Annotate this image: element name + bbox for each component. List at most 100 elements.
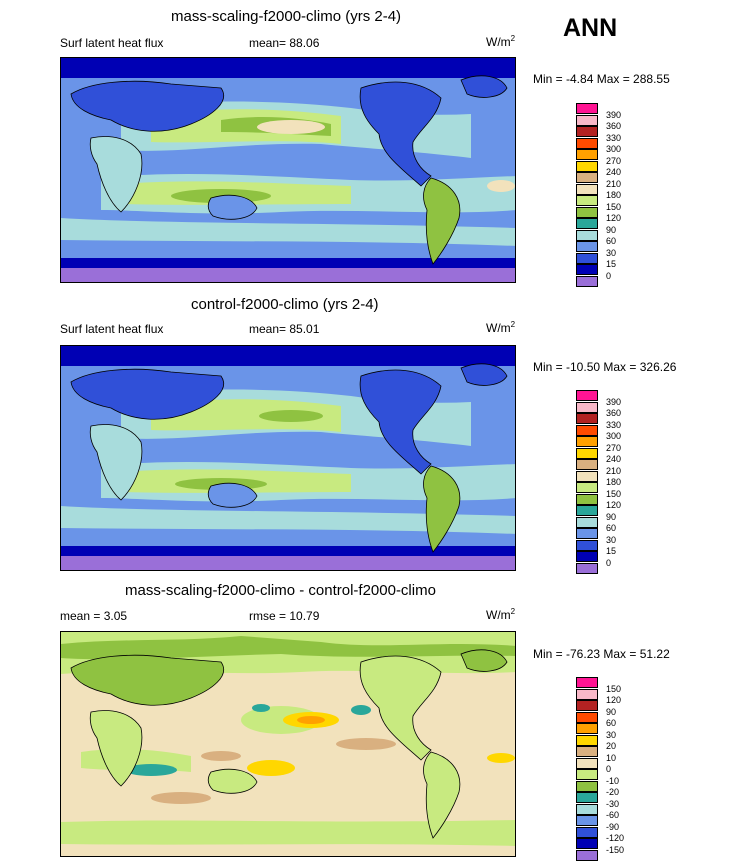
panel-2-mean: mean= 85.01: [249, 322, 320, 336]
colorbar-swatch: [576, 746, 598, 757]
colorbar-level-label: -60: [606, 810, 620, 820]
colorbar-swatch: [576, 551, 598, 562]
colorbar-swatch: [576, 838, 598, 849]
colorbar-swatch: [576, 229, 598, 241]
colorbar-level-label: -20: [606, 787, 620, 797]
panel-3-title: mass-scaling-f2000-climo - control-f2000…: [125, 582, 436, 599]
colorbar-level-label: 30: [606, 729, 617, 740]
colorbar-swatch: [576, 849, 598, 861]
colorbar-level-label: 180: [606, 477, 622, 487]
panel-1-mean: mean= 88.06: [249, 36, 320, 50]
colorbar-swatch: [576, 401, 598, 413]
colorbar-swatch: [576, 482, 598, 493]
colorbar-level-label: 240: [606, 454, 622, 464]
colorbar-level-label: 390: [606, 109, 622, 120]
colorbar-swatch: [576, 195, 598, 206]
colorbar-swatch: [576, 723, 598, 734]
panel-1-minmax: Min = -4.84 Max = 288.55: [533, 72, 670, 86]
colorbar-swatch: [576, 252, 598, 264]
colorbar-level-label: -30: [606, 798, 620, 809]
panel-3-rmse: rmse = 10.79: [249, 609, 320, 623]
colorbar-swatch: [576, 172, 598, 183]
colorbar-swatch: [576, 757, 598, 769]
colorbar-level-label: 120: [606, 695, 622, 705]
colorbar-level-label: 150: [606, 201, 622, 212]
colorbar-level-label: 330: [606, 132, 622, 143]
colorbar-swatch: [576, 137, 598, 149]
panel-1-map: [60, 57, 516, 283]
colorbar-swatch: [576, 424, 598, 436]
colorbar-swatch: [576, 711, 598, 723]
panel-2-variable-label: Surf latent heat flux: [60, 322, 164, 336]
colorbar-swatch: [576, 470, 598, 482]
colorbar-level-label: 150: [606, 683, 622, 694]
colorbar-level-label: 20: [606, 741, 617, 751]
colorbar-swatch: [576, 275, 598, 287]
colorbar-swatch: [576, 160, 598, 172]
colorbar-level-label: -150: [606, 844, 625, 855]
colorbar-swatch: [576, 218, 598, 229]
panel-1-units: W/m2: [486, 34, 516, 49]
colorbar-level-label: 390: [606, 396, 622, 407]
colorbar-swatch: [576, 390, 598, 401]
colorbar-level-label: -10: [606, 775, 620, 786]
colorbar-swatch: [576, 447, 598, 459]
colorbar-level-label: 0: [606, 764, 612, 774]
colorbar-level-label: 0: [606, 270, 612, 281]
panel-2-map: [60, 345, 516, 571]
colorbar-swatch: [576, 539, 598, 551]
colorbar-swatch: [576, 459, 598, 470]
panel-2-title: control-f2000-climo (yrs 2-4): [191, 296, 379, 313]
panel-3-mean: mean = 3.05: [60, 609, 128, 623]
colorbar-swatch: [576, 103, 598, 114]
colorbar-level-label: 330: [606, 419, 622, 430]
colorbar-swatch: [576, 493, 598, 505]
panel-1-variable-label: Surf latent heat flux: [60, 36, 164, 50]
colorbar-level-label: 90: [606, 224, 617, 235]
colorbar-swatch: [576, 241, 598, 252]
panel-1-title: mass-scaling-f2000-climo (yrs 2-4): [171, 8, 402, 25]
colorbar-swatch: [576, 780, 598, 792]
colorbar-swatch: [576, 183, 598, 195]
colorbar-level-label: 300: [606, 431, 622, 441]
colorbar-swatch: [576, 413, 598, 424]
colorbar-level-label: -120: [606, 833, 625, 843]
colorbar-level-label: 180: [606, 190, 622, 200]
colorbar-level-label: 210: [606, 465, 622, 476]
colorbar-level-label: 360: [606, 121, 622, 131]
colorbar-swatch: [576, 149, 598, 160]
colorbar-swatch: [576, 562, 598, 574]
colorbar-swatch: [576, 264, 598, 275]
colorbar-swatch: [576, 700, 598, 711]
season-label: ANN: [563, 14, 618, 42]
colorbar-swatch: [576, 734, 598, 746]
colorbar-level-label: 0: [606, 557, 612, 568]
colorbar-swatch: [576, 803, 598, 815]
colorbar-swatch: [576, 528, 598, 539]
colorbar-level-label: 210: [606, 178, 622, 189]
colorbar-level-label: 30: [606, 247, 617, 258]
colorbar-level-label: 120: [606, 213, 622, 223]
colorbar-swatch: [576, 114, 598, 126]
colorbar-swatch: [576, 677, 598, 688]
colorbar-swatch: [576, 505, 598, 516]
colorbar-level-label: 60: [606, 718, 617, 728]
colorbar-level-label: 360: [606, 408, 622, 418]
colorbar-level-label: -90: [606, 821, 620, 832]
colorbar-level-label: 15: [606, 546, 617, 556]
panel-3-minmax: Min = -76.23 Max = 51.22: [533, 647, 670, 661]
panel-2-minmax: Min = -10.50 Max = 326.26: [533, 360, 677, 374]
colorbar-level-label: 60: [606, 523, 617, 533]
colorbar-level-label: 10: [606, 752, 617, 763]
panel-3-units: W/m2: [486, 607, 516, 622]
colorbar-swatch: [576, 826, 598, 838]
colorbar-level-label: 270: [606, 442, 622, 453]
colorbar-level-label: 90: [606, 706, 617, 717]
colorbar-swatch: [576, 815, 598, 826]
colorbar-level-label: 240: [606, 167, 622, 177]
colorbar-swatch: [576, 206, 598, 218]
panel-3-map: [60, 631, 516, 857]
colorbar-swatch: [576, 436, 598, 447]
colorbar-level-label: 150: [606, 488, 622, 499]
colorbar-swatch: [576, 769, 598, 780]
